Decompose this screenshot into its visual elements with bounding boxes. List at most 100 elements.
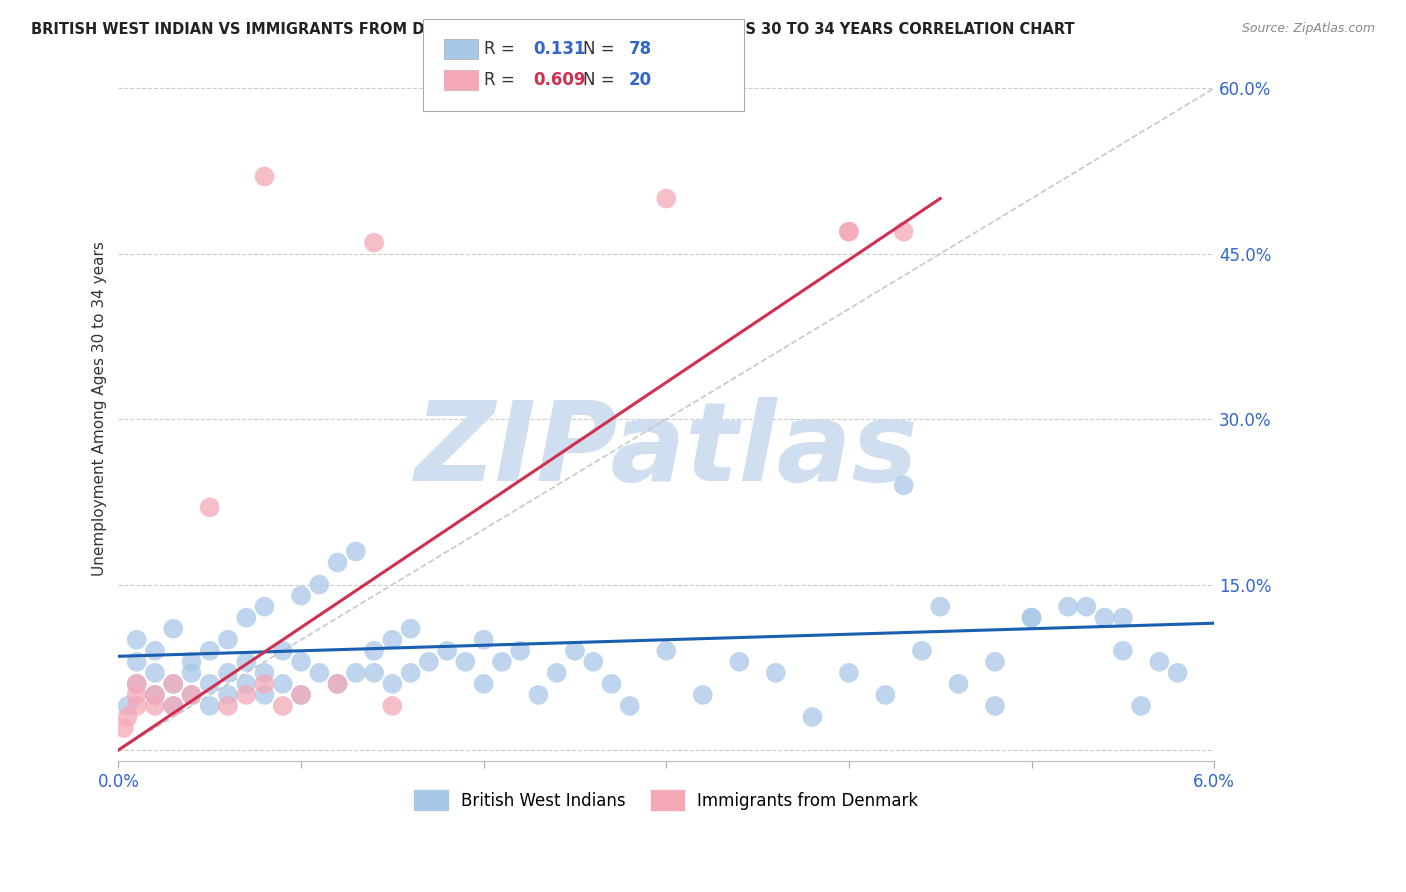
Point [143,665,166,680]
Point [655,644,678,658]
Point [162,677,184,691]
Text: 0.131: 0.131 [533,40,585,58]
Point [619,698,641,713]
Text: R =: R = [484,40,515,58]
Point [801,710,824,724]
Point [125,632,148,647]
Point [217,698,239,713]
Point [217,688,239,702]
Point [143,644,166,658]
Text: R =: R = [484,71,515,89]
Point [143,688,166,702]
Text: 0.609: 0.609 [533,71,585,89]
Point [436,644,458,658]
Point [1076,599,1098,614]
Point [125,698,148,713]
Point [509,644,531,658]
Point [1112,610,1135,624]
Point [253,665,276,680]
Point [527,688,550,702]
Point [984,655,1007,669]
Point [418,655,440,669]
Point [1167,665,1189,680]
Point [1112,644,1135,658]
Point [198,677,221,691]
Point [491,655,513,669]
Point [893,478,915,492]
Point [984,698,1007,713]
Point [290,589,312,603]
Point [271,677,294,691]
Point [399,665,422,680]
Point [217,665,239,680]
Point [381,698,404,713]
Point [1021,610,1043,624]
Point [344,544,367,558]
Point [655,192,678,206]
Point [253,599,276,614]
Point [308,577,330,591]
Point [235,688,257,702]
Point [381,677,404,691]
Point [472,632,495,647]
Text: ZIPatlas: ZIPatlas [415,397,918,504]
Point [692,688,714,702]
Point [564,644,586,658]
Point [546,665,568,680]
Point [600,677,623,691]
Point [363,665,385,680]
Point [582,655,605,669]
Point [472,677,495,691]
Point [235,677,257,691]
Text: N =: N = [583,40,614,58]
Point [893,225,915,239]
Point [162,677,184,691]
Point [326,556,349,570]
Text: 20: 20 [628,71,651,89]
Point [728,655,751,669]
Point [290,688,312,702]
Point [253,677,276,691]
Point [217,632,239,647]
Point [125,655,148,669]
Point [253,169,276,184]
Point [290,688,312,702]
Point [117,710,139,724]
Point [326,677,349,691]
Point [326,677,349,691]
Point [875,688,897,702]
Point [198,644,221,658]
Point [180,688,202,702]
Text: 78: 78 [628,40,651,58]
Point [143,698,166,713]
Point [125,688,148,702]
Point [180,655,202,669]
Point [180,665,202,680]
Point [454,655,477,669]
Point [381,632,404,647]
Point [162,622,184,636]
Point [929,599,952,614]
Point [1021,610,1043,624]
Point [363,235,385,250]
Point [1094,610,1116,624]
Point [117,698,139,713]
Point [838,225,860,239]
Point [1149,655,1171,669]
Point [399,622,422,636]
Point [363,644,385,658]
Point [271,698,294,713]
Point [308,665,330,680]
Point [1130,698,1153,713]
Legend: British West Indians, Immigrants from Denmark: British West Indians, Immigrants from De… [408,784,925,816]
Point [162,698,184,713]
Point [112,721,135,735]
Y-axis label: Unemployment Among Ages 30 to 34 years: Unemployment Among Ages 30 to 34 years [93,241,107,575]
Point [235,655,257,669]
Point [344,665,367,680]
Point [911,644,934,658]
Point [235,610,257,624]
Point [125,677,148,691]
Point [1057,599,1080,614]
Point [290,655,312,669]
